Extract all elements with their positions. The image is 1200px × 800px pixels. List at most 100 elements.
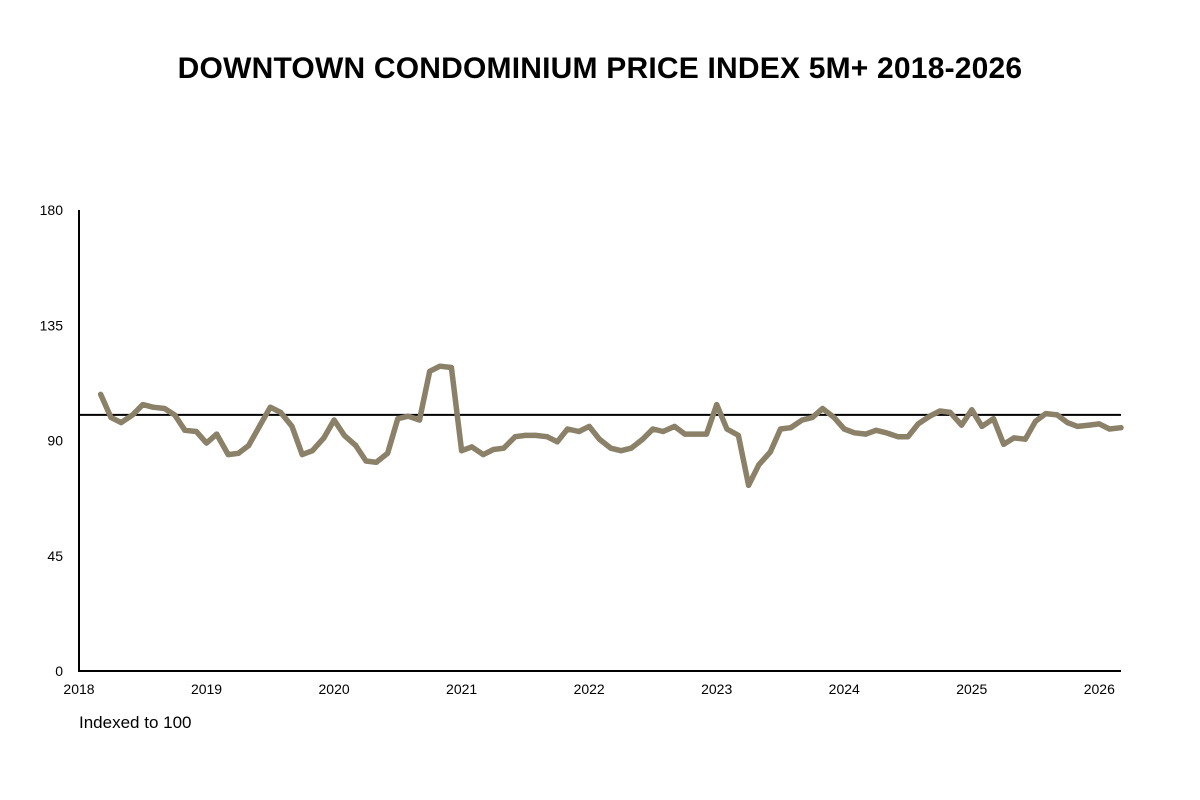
data-point	[692, 431, 698, 437]
data-point	[1043, 411, 1049, 417]
data-point	[958, 422, 965, 428]
data-point	[469, 444, 475, 450]
data-point	[257, 422, 263, 428]
data-point	[331, 417, 337, 423]
data-point	[108, 414, 114, 421]
data-point	[512, 434, 518, 440]
data-point	[98, 391, 104, 397]
data-point	[532, 432, 539, 438]
y-tick-label: 135	[40, 317, 64, 333]
data-point	[341, 432, 347, 438]
data-point	[799, 417, 805, 423]
x-tick-label: 2025	[956, 681, 987, 697]
data-point	[576, 428, 582, 435]
data-point	[1054, 412, 1060, 418]
data-point	[289, 423, 295, 430]
data-point	[235, 450, 242, 456]
x-tick-label: 2022	[574, 681, 605, 697]
data-point	[309, 448, 315, 454]
data-point	[246, 443, 252, 449]
data-point	[321, 435, 327, 441]
data-point	[1011, 435, 1017, 441]
data-point	[225, 451, 231, 458]
data-point	[618, 448, 624, 454]
data-point	[703, 431, 710, 437]
data-point	[416, 417, 423, 423]
data-point	[564, 426, 571, 432]
data-point	[544, 434, 550, 440]
data-point	[1022, 436, 1028, 442]
data-point	[203, 440, 210, 446]
data-point	[883, 430, 889, 436]
data-point	[895, 434, 901, 440]
x-tick-label: 2019	[191, 681, 222, 697]
data-point	[927, 413, 933, 419]
data-point	[1032, 418, 1039, 424]
data-point	[873, 427, 879, 433]
data-point	[448, 364, 455, 371]
data-point	[1001, 441, 1007, 447]
data-point	[979, 423, 985, 430]
data-points	[98, 363, 1124, 488]
data-point	[182, 427, 188, 433]
data-point	[1096, 421, 1102, 427]
x-tick-label: 2026	[1084, 681, 1115, 697]
x-axis-ticks: 2018 2019 2020 2021 2022 2023 2024 2025 2026	[63, 681, 1115, 697]
data-point	[150, 404, 156, 410]
data-point	[841, 426, 847, 432]
data-point	[714, 402, 720, 408]
data-point	[831, 414, 837, 421]
data-point	[947, 409, 953, 415]
x-tick-label: 2023	[701, 681, 732, 697]
data-point	[277, 409, 284, 415]
data-point	[756, 462, 762, 468]
data-point	[915, 421, 921, 427]
data-point	[490, 446, 497, 453]
data-point	[809, 414, 815, 421]
data-point	[459, 448, 465, 454]
data-point	[650, 426, 656, 432]
data-point	[405, 413, 411, 419]
data-point	[1106, 426, 1113, 432]
data-point	[214, 431, 220, 437]
footnote: Indexed to 100	[79, 713, 192, 732]
data-point	[596, 436, 602, 442]
x-tick-label: 2024	[829, 681, 860, 697]
data-point	[193, 428, 199, 435]
data-point	[672, 423, 678, 430]
data-point	[788, 425, 794, 431]
data-point	[819, 405, 826, 412]
data-point	[129, 412, 136, 418]
data-point	[628, 445, 634, 451]
data-point	[427, 368, 433, 374]
data-point	[640, 436, 646, 442]
x-tick-label: 2021	[446, 681, 477, 697]
data-point	[363, 458, 369, 464]
data-point	[767, 449, 773, 455]
y-tick-label: 45	[47, 548, 63, 564]
data-point	[1086, 422, 1092, 428]
data-point	[905, 434, 911, 440]
data-point	[172, 412, 178, 418]
y-tick-label: 0	[55, 663, 63, 679]
data-point	[724, 426, 730, 432]
data-point	[437, 363, 443, 369]
y-tick-label: 90	[47, 433, 63, 449]
data-point	[745, 482, 752, 488]
data-point	[586, 423, 592, 430]
data-point	[990, 416, 997, 422]
data-point	[267, 404, 273, 410]
data-point	[937, 408, 943, 414]
data-point	[395, 416, 401, 422]
data-point	[851, 430, 858, 436]
data-point	[735, 432, 741, 438]
x-tick-label: 2020	[319, 681, 350, 697]
data-point	[554, 439, 560, 445]
data-point	[660, 428, 666, 435]
data-point	[777, 426, 784, 432]
data-point	[118, 419, 124, 426]
data-point	[140, 402, 146, 408]
data-point	[480, 451, 486, 458]
data-point	[501, 445, 507, 451]
